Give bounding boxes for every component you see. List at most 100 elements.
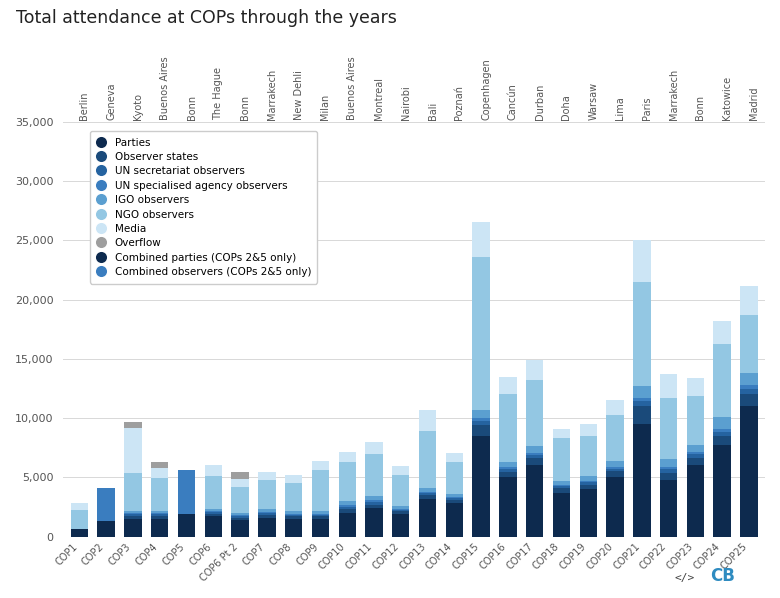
Bar [151,478,168,511]
Bar [339,507,356,509]
Bar [553,493,570,536]
Bar [526,446,544,453]
Bar [258,515,275,517]
Bar [124,428,142,473]
Bar [580,477,597,481]
Bar [633,424,651,536]
Bar [660,473,677,480]
Bar [553,429,570,438]
Bar [339,513,356,536]
Bar [124,514,142,516]
Bar [258,517,275,536]
Bar [232,487,249,513]
Bar [285,515,303,516]
Bar [606,469,624,471]
Bar [740,393,757,406]
Bar [204,516,222,536]
Bar [526,454,544,458]
Bar [633,401,651,406]
Bar [285,518,303,536]
Bar [258,512,275,513]
Bar [339,505,356,507]
Bar [714,446,731,536]
Bar [445,501,463,504]
Bar [124,422,142,428]
Bar [419,410,436,431]
Bar [71,529,88,536]
Bar [232,520,249,536]
Bar [499,377,516,394]
Bar [151,514,168,516]
Bar [660,398,677,459]
Bar [445,493,463,497]
Bar [526,465,544,536]
Bar [606,467,624,469]
Bar [178,470,195,514]
Bar [204,514,222,516]
Bar [473,421,490,425]
Bar [392,466,410,475]
Bar [740,406,757,536]
Bar [204,465,222,476]
Bar [151,462,168,468]
Bar [339,452,356,462]
Bar [419,499,436,536]
Bar [499,477,516,536]
Bar [606,399,624,415]
Bar [204,509,222,511]
Bar [499,394,516,462]
Bar [339,509,356,513]
Bar [392,509,410,510]
Bar [633,406,651,424]
Bar [204,476,222,509]
Bar [312,516,329,518]
Bar [339,501,356,505]
Bar [580,481,597,483]
Bar [178,514,195,536]
Bar [660,469,677,473]
Bar [151,468,168,478]
Text: Total attendance at COPs through the years: Total attendance at COPs through the yea… [16,9,396,27]
Bar [633,386,651,398]
Bar [686,444,704,452]
Bar [445,453,463,462]
Bar [499,462,516,467]
Bar [686,458,704,465]
Bar [204,511,222,512]
Bar [714,344,731,417]
Bar [740,373,757,385]
Bar [232,515,249,516]
Bar [232,516,249,518]
Bar [365,496,383,501]
Bar [553,489,570,493]
Bar [392,511,410,514]
Bar [312,470,329,511]
Bar [392,475,410,505]
Bar [312,518,329,536]
Bar [151,518,168,536]
Bar [580,425,597,436]
Bar [285,511,303,514]
Bar [312,511,329,514]
Bar [232,472,249,478]
Bar [232,518,249,520]
Bar [553,438,570,481]
Bar [71,510,88,529]
Bar [606,477,624,536]
Bar [98,521,115,536]
Bar [419,488,436,492]
Bar [473,257,490,410]
Bar [258,480,275,509]
Bar [312,515,329,516]
Bar [633,282,651,386]
Bar [151,513,168,514]
Bar [285,483,303,511]
Bar [124,511,142,512]
Bar [419,431,436,488]
Bar [740,285,757,315]
Bar [526,453,544,454]
Bar [232,478,249,487]
Bar [365,454,383,496]
Bar [445,498,463,501]
Bar [419,492,436,493]
